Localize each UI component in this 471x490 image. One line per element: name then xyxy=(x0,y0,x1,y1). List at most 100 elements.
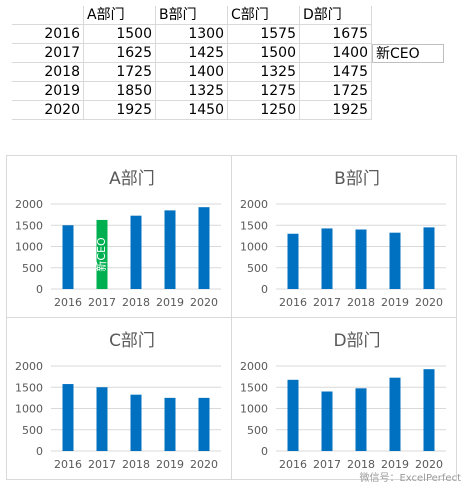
header-cell-c[interactable]: C部门 xyxy=(228,6,300,25)
value-cell[interactable]: 1850 xyxy=(84,82,156,101)
y-tick-label: 1500 xyxy=(15,219,43,232)
header-cell-d[interactable]: D部门 xyxy=(300,6,372,25)
chart-title: C部门 xyxy=(109,331,155,351)
spreadsheet-range: A部门 B部门 C部门 D部门 2016 1500 1300 1575 1675… xyxy=(0,0,471,130)
y-tick-label: 500 xyxy=(247,424,268,437)
bar xyxy=(423,369,435,451)
y-tick-label: 0 xyxy=(261,445,268,458)
year-cell[interactable]: 2018 xyxy=(12,63,84,82)
year-cell[interactable]: 2016 xyxy=(12,25,84,44)
value-cell[interactable]: 1725 xyxy=(300,82,372,101)
header-cell-a[interactable]: A部门 xyxy=(84,6,156,25)
x-tick-label: 2020 xyxy=(190,458,218,471)
value-cell[interactable]: 1925 xyxy=(300,101,372,120)
value-cell[interactable]: 1500 xyxy=(84,25,156,44)
bar xyxy=(62,225,74,289)
bar xyxy=(198,207,210,289)
chart-svg: C部门 0 500 1000 1500 2000 2016 2017 2018 2019 2020 xyxy=(15,331,221,471)
x-tick-label: 2019 xyxy=(156,458,184,471)
x-tick-label: 2020 xyxy=(190,296,218,309)
x-tick-label: 2017 xyxy=(313,296,341,309)
value-cell[interactable]: 1925 xyxy=(84,101,156,120)
value-cell[interactable]: 1725 xyxy=(84,63,156,82)
bar xyxy=(423,227,435,289)
header-cell-corner[interactable] xyxy=(12,6,84,25)
value-cell[interactable]: 1400 xyxy=(300,44,372,63)
value-cell[interactable]: 1250 xyxy=(228,101,300,120)
value-cell[interactable]: 1625 xyxy=(84,44,156,63)
y-tick-label: 2000 xyxy=(240,198,268,211)
x-tick-label: 2018 xyxy=(347,296,375,309)
y-tick-label: 500 xyxy=(22,262,43,275)
x-tick-label: 2018 xyxy=(122,458,150,471)
x-tick-label: 2018 xyxy=(122,296,150,309)
chart-title: B部门 xyxy=(334,169,380,189)
x-tick-label: 2017 xyxy=(88,296,116,309)
chart-title: A部门 xyxy=(109,169,155,189)
header-cell-b[interactable]: B部门 xyxy=(156,6,228,25)
value-cell[interactable]: 1675 xyxy=(300,25,372,44)
y-tick-label: 500 xyxy=(247,262,268,275)
chart-panel-b[interactable]: B部门 0 500 1000 1500 2000 2016 2017 2018 2019 2020 xyxy=(231,155,457,318)
y-tick-label: 1500 xyxy=(240,219,268,232)
year-cell[interactable]: 2017 xyxy=(12,44,84,63)
value-cell[interactable]: 1300 xyxy=(156,25,228,44)
bar xyxy=(130,394,142,451)
x-tick-label: 2016 xyxy=(279,458,307,471)
chart-panel-c[interactable]: C部门 0 500 1000 1500 2000 2016 2017 2018 2019 2020 xyxy=(6,317,232,480)
value-cell[interactable]: 1500 xyxy=(228,44,300,63)
y-tick-label: 1000 xyxy=(15,403,43,416)
y-tick-label: 1500 xyxy=(15,381,43,394)
chart-panel-d[interactable]: D部门 0 500 1000 1500 2000 2016 2017 2018 2019 2020 xyxy=(231,317,457,480)
bar xyxy=(130,215,142,289)
bar-highlight xyxy=(96,219,108,289)
y-tick-label: 500 xyxy=(22,424,43,437)
x-tick-label: 2016 xyxy=(54,458,82,471)
x-tick-label: 2017 xyxy=(88,458,116,471)
value-cell[interactable]: 1325 xyxy=(228,63,300,82)
value-cell[interactable]: 1325 xyxy=(156,82,228,101)
bar xyxy=(164,397,176,451)
x-tick-label: 2019 xyxy=(381,296,409,309)
y-tick-label: 1000 xyxy=(15,241,43,254)
x-tick-label: 2016 xyxy=(279,296,307,309)
bar xyxy=(355,229,367,289)
value-cell[interactable]: 1450 xyxy=(156,101,228,120)
chart-title: D部门 xyxy=(333,331,380,351)
x-tick-label: 2018 xyxy=(347,458,375,471)
watermark-text: 微信号：ExcelPerfect xyxy=(359,473,461,484)
y-tick-label: 1000 xyxy=(240,241,268,254)
y-tick-label: 2000 xyxy=(15,360,43,373)
bar xyxy=(164,210,176,289)
x-tick-label: 2019 xyxy=(156,296,184,309)
value-cell[interactable]: 1275 xyxy=(228,82,300,101)
value-cell[interactable]: 1575 xyxy=(228,25,300,44)
bar xyxy=(389,232,401,289)
chart-svg: A部门 0 500 1000 1500 2000 2016 2017 新CEO 2018 2019 2… xyxy=(15,169,221,309)
bar xyxy=(287,233,299,289)
y-tick-label: 1000 xyxy=(240,403,268,416)
chart-panel-a[interactable]: A部门 0 500 1000 1500 2000 2016 2017 新CEO 2018 2019 2… xyxy=(6,155,232,318)
x-tick-label: 2019 xyxy=(381,458,409,471)
x-tick-label: 2016 xyxy=(54,296,82,309)
bar-annotation-label: 新CEO xyxy=(94,237,108,272)
note-cell-new-ceo[interactable]: 新CEO xyxy=(372,44,444,63)
year-cell[interactable]: 2019 xyxy=(12,82,84,101)
bar xyxy=(287,379,299,451)
value-cell[interactable]: 1475 xyxy=(300,63,372,82)
chart-svg: D部门 0 500 1000 1500 2000 2016 2017 2018 2019 2020 xyxy=(240,331,446,471)
x-tick-label: 2020 xyxy=(415,296,443,309)
bar xyxy=(96,387,108,451)
bar xyxy=(62,384,74,451)
bar xyxy=(321,228,333,289)
chart-svg: B部门 0 500 1000 1500 2000 2016 2017 2018 2019 2020 xyxy=(240,169,446,309)
y-tick-label: 1500 xyxy=(240,381,268,394)
value-cell[interactable]: 1400 xyxy=(156,63,228,82)
x-tick-label: 2017 xyxy=(313,458,341,471)
bar xyxy=(389,377,401,451)
x-tick-label: 2020 xyxy=(415,458,443,471)
value-cell[interactable]: 1425 xyxy=(156,44,228,63)
y-tick-label: 0 xyxy=(36,283,43,296)
y-tick-label: 0 xyxy=(261,283,268,296)
year-cell[interactable]: 2020 xyxy=(12,101,84,120)
